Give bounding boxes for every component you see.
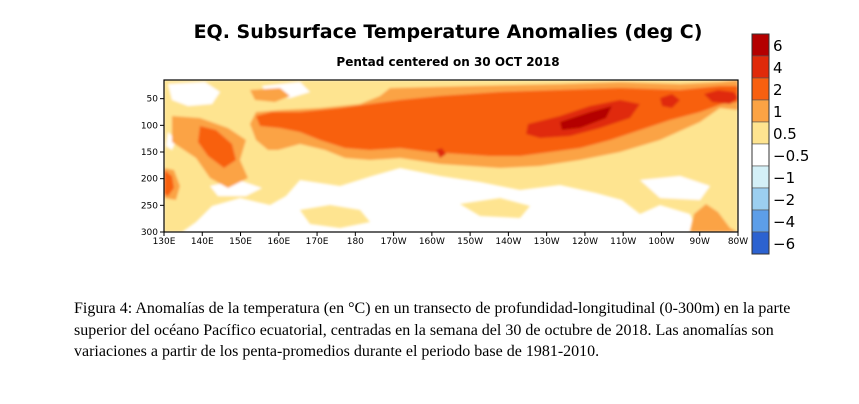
- x-tick-label: 160W: [419, 237, 445, 247]
- anomaly-region-strong: [198, 126, 236, 168]
- x-tick-label: 170E: [306, 237, 329, 247]
- anomaly-region-light: [460, 198, 530, 218]
- anomaly-region-moderate: [690, 204, 738, 232]
- colorbar-label: −1: [773, 169, 795, 187]
- y-tick-label: 100: [141, 121, 158, 131]
- colorbar-swatch: [751, 121, 770, 145]
- anomaly-region-very-strong: [704, 90, 738, 104]
- colorbar-swatch: [751, 33, 770, 57]
- colorbar-swatch: [751, 209, 770, 233]
- colorbar-label: −0.5: [773, 147, 809, 165]
- figure-caption: Figura 4: Anomalías de la temperatura (e…: [74, 300, 791, 360]
- x-axis: 130E 140E 150E 160E 170E 180 170W 160W 150W 140W 1…: [153, 232, 748, 247]
- y-tick-label: 50: [147, 95, 159, 105]
- x-tick-label: 130E: [153, 237, 176, 247]
- chart-title: EQ. Subsurface Temperature Anomalies (de…: [194, 21, 703, 43]
- x-tick-label: 120W: [572, 237, 598, 247]
- colorbar-swatch: [751, 55, 770, 79]
- colorbar-label: 4: [773, 59, 783, 77]
- anomaly-region-moderate: [250, 88, 290, 102]
- y-tick-label: 200: [141, 175, 158, 185]
- x-tick-label: 100W: [648, 237, 674, 247]
- anomaly-region-very-strong: [660, 94, 680, 108]
- x-tick-label: 130W: [534, 237, 560, 247]
- x-tick-label: 150W: [457, 237, 483, 247]
- anomaly-region-light: [300, 205, 370, 228]
- chart-figure: EQ. Subsurface Temperature Anomalies (de…: [141, 21, 809, 255]
- colorbar-label: 0.5: [773, 125, 797, 143]
- anomaly-region-extreme: [560, 106, 612, 130]
- anomaly-region-neutral: [560, 198, 612, 220]
- anomaly-region-very-strong: [436, 148, 446, 158]
- colorbar-swatch: [751, 165, 770, 189]
- x-tick-label: 180: [347, 237, 364, 247]
- x-tick-label: 140E: [191, 237, 214, 247]
- x-tick-label: 170W: [381, 237, 407, 247]
- colorbar-swatch: [751, 77, 770, 101]
- plot-area: [163, 79, 739, 233]
- x-tick-label: 150E: [229, 237, 252, 247]
- x-tick-label: 80W: [728, 237, 748, 247]
- plot-frame: [163, 79, 739, 233]
- y-tick-label: 250: [141, 201, 158, 211]
- anomaly-region-neutral: [430, 182, 480, 198]
- colorbar-swatch: [751, 231, 770, 255]
- anomaly-region-neutral: [640, 176, 710, 200]
- colorbar-frame: [751, 33, 770, 255]
- colorbar-label: 1: [773, 103, 783, 121]
- anomaly-region-neutral: [168, 82, 220, 106]
- anomaly-region-strong: [164, 170, 174, 196]
- x-tick-label: 140W: [495, 237, 521, 247]
- anomaly-region-neutral: [166, 132, 176, 150]
- x-tick-label: 160E: [267, 237, 290, 247]
- y-tick-label: 300: [141, 228, 158, 238]
- colorbar-swatch: [751, 99, 770, 123]
- y-axis: 50 100 150 200 250 300: [141, 95, 164, 238]
- x-tick-label: 110W: [610, 237, 636, 247]
- colorbar-swatch: [751, 143, 770, 167]
- colorbar-label: −2: [773, 191, 795, 209]
- colorbar-label: 6: [773, 37, 783, 55]
- colorbar: 6 4 2 1 0.5 −0.5 −1 −2 −4 −6: [751, 33, 809, 255]
- colorbar-label: 2: [773, 81, 783, 99]
- colorbar-swatch: [751, 187, 770, 211]
- colorbar-label: −6: [773, 235, 795, 253]
- colorbar-label: −4: [773, 213, 795, 231]
- chart-subtitle: Pentad centered on 30 OCT 2018: [336, 55, 559, 69]
- x-tick-label: 90W: [690, 237, 710, 247]
- anomaly-field: [164, 80, 738, 232]
- y-tick-label: 150: [141, 148, 158, 158]
